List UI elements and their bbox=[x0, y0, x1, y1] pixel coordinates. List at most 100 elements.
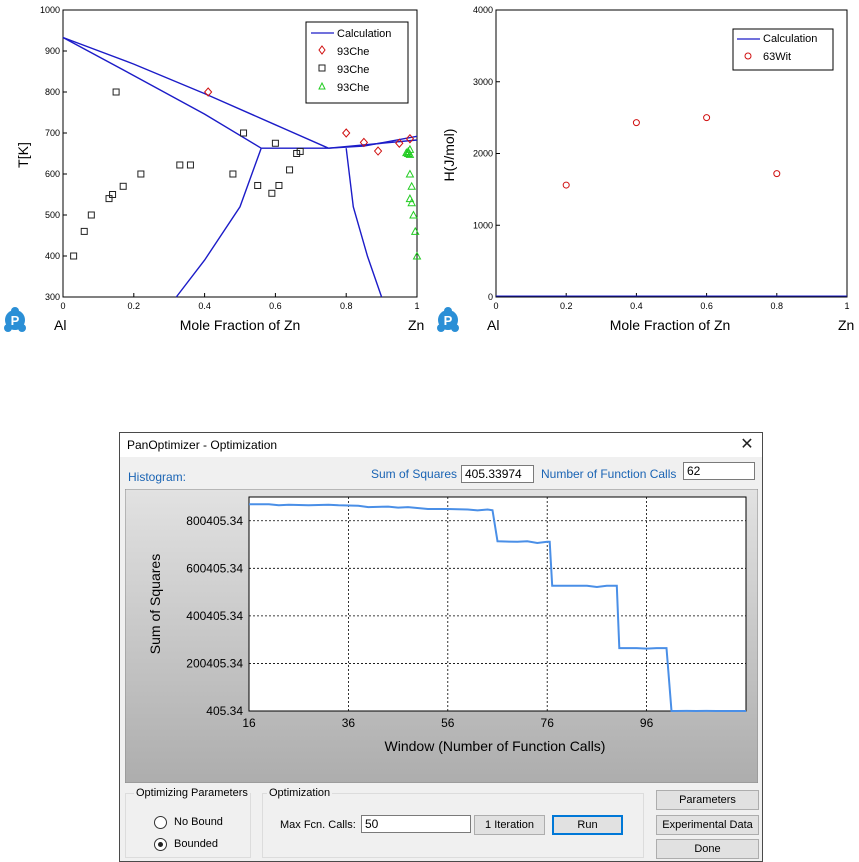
enthalpy-y-tick-label: 2000 bbox=[473, 149, 493, 159]
phase-point-square bbox=[240, 129, 248, 137]
dialog-titlebar[interactable]: PanOptimizer - Optimization ✕ bbox=[120, 433, 762, 457]
histogram-x-tick-label: 56 bbox=[441, 716, 455, 730]
optimizing-parameters-group: Optimizing Parameters No Bound Bounded bbox=[125, 787, 251, 858]
histogram-y-tick-label: 200405.34 bbox=[186, 656, 243, 670]
enthalpy-point bbox=[632, 119, 640, 127]
phase-x-tick-label: 0.8 bbox=[340, 301, 353, 311]
histogram-chart: 16 36 56 76 96 405.34 200405.34 400405.34 600405… bbox=[125, 489, 758, 783]
histogram-xlabel: Window (Number of Function Calls) bbox=[385, 738, 606, 754]
optimization-group: Optimization Max Fcn. Calls: 1 Iteration… bbox=[262, 787, 644, 858]
phase-point-diamond bbox=[203, 87, 213, 97]
phase-y-tick-label: 600 bbox=[45, 169, 60, 179]
enthalpy-right-element: Zn bbox=[838, 317, 854, 333]
phase-right-element: Zn bbox=[408, 317, 424, 333]
histogram-x-tick-label: 36 bbox=[342, 716, 356, 730]
experimental-data-button[interactable]: Experimental Data bbox=[656, 815, 759, 835]
phase-point-square bbox=[176, 161, 184, 169]
phase-point-triangle bbox=[407, 198, 417, 207]
histogram-x-tick-label: 76 bbox=[541, 716, 555, 730]
phase-y-tick-label: 300 bbox=[45, 292, 60, 302]
enthalpy-x-tick-label: 0 bbox=[493, 301, 498, 311]
phase-point-square bbox=[80, 227, 88, 235]
parameters-button[interactable]: Parameters bbox=[656, 790, 759, 810]
close-icon[interactable]: ✕ bbox=[740, 436, 754, 453]
enthalpy-left-element: Al bbox=[487, 317, 499, 333]
phase-y-tick-label: 400 bbox=[45, 251, 60, 261]
enthalpy-y-tick-label: 4000 bbox=[473, 5, 493, 15]
histogram-x-tick-label: 96 bbox=[640, 716, 654, 730]
histogram-y-tick-label: 600405.34 bbox=[186, 561, 243, 575]
svg-text:P: P bbox=[11, 313, 20, 328]
max-fcn-calls-label: Max Fcn. Calls: bbox=[280, 819, 356, 831]
enthalpy-point bbox=[703, 114, 711, 122]
sum-of-squares-field[interactable] bbox=[461, 465, 534, 483]
dialog-title: PanOptimizer - Optimization bbox=[127, 438, 278, 452]
done-button[interactable]: Done bbox=[656, 839, 759, 859]
phase-legend-93che-triangle: 93Che bbox=[337, 82, 369, 94]
optimizing-parameters-title: Optimizing Parameters bbox=[134, 787, 250, 799]
histogram-ylabel: Sum of Squares bbox=[147, 554, 163, 654]
enthalpy-x-tick-label: 0.2 bbox=[560, 301, 573, 311]
pandat-logo-icon: P bbox=[4, 307, 26, 332]
phase-x-tick-label: 0.2 bbox=[128, 301, 141, 311]
optimization-title: Optimization bbox=[267, 787, 333, 799]
phase-y-tick-label: 500 bbox=[45, 210, 60, 220]
phase-point-square bbox=[137, 170, 145, 178]
enthalpy-legend: Calculation 63Wit bbox=[732, 28, 834, 71]
phase-point-diamond bbox=[395, 138, 404, 149]
phase-point-triangle bbox=[405, 169, 415, 178]
enthalpy-legend-63wit: 63Wit bbox=[763, 51, 791, 63]
enthalpy-point bbox=[562, 181, 570, 189]
phase-legend-93che-square: 93Che bbox=[337, 64, 369, 76]
phase-point-diamond bbox=[405, 133, 415, 144]
phase-legend: Calculation 93Che 93Che 93Che bbox=[305, 21, 409, 104]
phase-point-square bbox=[70, 252, 78, 260]
enthalpy-x-tick-label: 1 bbox=[844, 301, 849, 311]
optimization-dialog: PanOptimizer - Optimization ✕ Histogram:… bbox=[119, 432, 763, 862]
function-calls-label: Number of Function Calls bbox=[541, 467, 677, 481]
phase-y-tick-label: 700 bbox=[45, 128, 60, 138]
phase-diagram-chart: 0 0.2 0.4 0.6 0.8 13004005006007008009001000 … bbox=[4, 5, 424, 333]
histogram-series-line bbox=[249, 503, 746, 713]
phase-point-triangle bbox=[412, 251, 422, 260]
phase-point-triangle bbox=[410, 226, 420, 235]
function-calls-field[interactable] bbox=[683, 462, 755, 480]
enthalpy-y-tick-label: 0 bbox=[488, 292, 493, 302]
sum-of-squares-label: Sum of Squares bbox=[371, 467, 458, 481]
enthalpy-y-tick-label: 1000 bbox=[473, 220, 493, 230]
phase-x-tick-label: 1 bbox=[414, 301, 419, 311]
phase-point-square bbox=[112, 88, 120, 96]
phase-y-tick-label: 1000 bbox=[40, 5, 60, 15]
no-bound-radio[interactable] bbox=[154, 816, 167, 829]
bounded-radio[interactable] bbox=[154, 838, 167, 851]
bounded-label[interactable]: Bounded bbox=[174, 838, 219, 850]
phase-point-triangle bbox=[409, 210, 418, 219]
radio-selected-dot bbox=[158, 842, 163, 847]
run-button[interactable]: Run bbox=[552, 815, 623, 835]
phase-point-square bbox=[254, 181, 262, 189]
phase-point-square bbox=[87, 211, 95, 219]
one-iteration-button[interactable]: 1 Iteration bbox=[474, 815, 545, 835]
max-fcn-calls-input[interactable] bbox=[361, 815, 471, 833]
phase-boundary-line bbox=[62, 36, 329, 149]
enthalpy-xlabel: Mole Fraction of Zn bbox=[610, 317, 731, 333]
phase-boundary-line bbox=[345, 148, 383, 298]
svg-text:P: P bbox=[444, 313, 453, 328]
no-bound-label[interactable]: No Bound bbox=[174, 816, 223, 828]
phase-point-square bbox=[268, 189, 276, 197]
phase-point-square bbox=[271, 139, 279, 147]
phase-x-tick-label: 0.6 bbox=[269, 301, 282, 311]
histogram-plot-area bbox=[248, 496, 747, 712]
phase-y-tick-label: 900 bbox=[45, 46, 60, 56]
phase-point-square bbox=[296, 147, 304, 155]
phase-point-square bbox=[119, 182, 127, 190]
enthalpy-chart: 0 0.2 0.4 0.6 0.8 1 0 1000 2000 3000 4000 H(J/mol)… bbox=[437, 5, 854, 333]
phase-xlabel: Mole Fraction of Zn bbox=[180, 317, 301, 333]
phase-point-square bbox=[275, 181, 283, 189]
histogram-x-tick-label: 16 bbox=[242, 716, 256, 730]
histogram-y-tick-label: 800405.34 bbox=[186, 514, 243, 528]
enthalpy-x-tick-label: 0.8 bbox=[771, 301, 784, 311]
phase-point-square bbox=[109, 191, 117, 198]
phase-legend-calculation: Calculation bbox=[337, 28, 391, 40]
phase-point-triangle bbox=[405, 149, 415, 158]
